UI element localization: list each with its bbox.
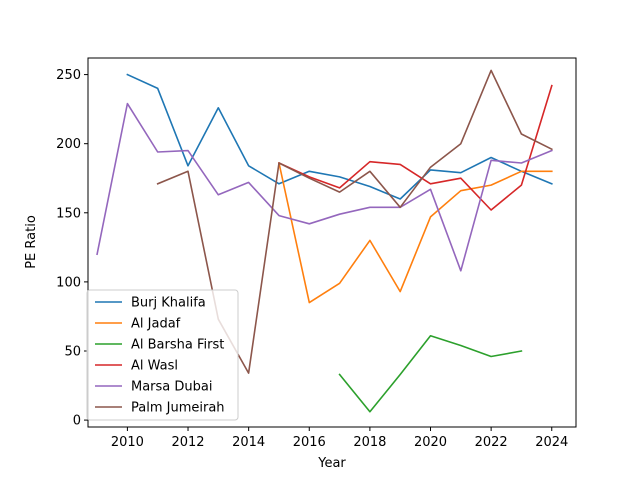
- series-al-jadaf: [278, 162, 553, 304]
- legend-item-marsa-dubai: Marsa Dubai: [95, 380, 212, 395]
- legend-item-al-wasl: Al Wasl: [95, 359, 178, 374]
- legend-box: [86, 289, 239, 421]
- y-tick-label: 50: [64, 344, 81, 359]
- x-tick-label: 2022: [475, 435, 508, 450]
- y-tick-label: 200: [56, 137, 81, 152]
- x-axis-label: Year: [317, 456, 346, 471]
- series-al-barsha-first: [338, 335, 523, 413]
- y-tick-label: 150: [56, 206, 81, 221]
- legend-label: Marsa Dubai: [131, 380, 212, 395]
- legend-label: Al Jadaf: [131, 317, 181, 332]
- legend-label: Palm Jumeirah: [131, 401, 225, 416]
- legend-item-al-jadaf: Al Jadaf: [95, 317, 181, 332]
- x-tick-label: 2010: [111, 435, 144, 450]
- x-tick-label: 2018: [353, 435, 386, 450]
- plot-frame: [87, 57, 577, 428]
- legend-label: Al Wasl: [131, 359, 178, 374]
- y-tick-label: 0: [73, 414, 81, 429]
- x-tick-label: 2020: [414, 435, 447, 450]
- x-tick-label: 2016: [293, 435, 326, 450]
- y-tick-label: 100: [56, 275, 81, 290]
- x-tick-label: 2014: [232, 435, 265, 450]
- legend: Burj Khalifa Al Jadaf Al Barsha First Al Wa…: [86, 289, 239, 421]
- x-tick-label: 2012: [171, 435, 204, 450]
- series-line-marsa-dubai: [96, 102, 553, 272]
- legend-item-palm-jumeirah: Palm Jumeirah: [95, 401, 225, 416]
- series-layer: [96, 69, 553, 413]
- legend-label: Burj Khalifa: [131, 296, 206, 311]
- series-marsa-dubai: [96, 102, 553, 272]
- y-tick-label: 250: [56, 68, 81, 83]
- x-axis: 2010 2012 2014 2016 2018 2020 2022 2024: [111, 427, 568, 450]
- x-tick-label: 2024: [535, 435, 568, 450]
- series-line-al-barsha-first: [338, 335, 523, 413]
- legend-item-burj-khalifa: Burj Khalifa: [95, 296, 206, 311]
- legend-item-al-barsha-first: Al Barsha First: [95, 338, 224, 353]
- series-burj-khalifa: [126, 73, 553, 200]
- series-al-wasl: [277, 84, 553, 211]
- series-line-burj-khalifa: [126, 73, 553, 200]
- series-line-al-wasl: [277, 84, 553, 211]
- series-line-al-jadaf: [278, 162, 553, 304]
- y-axis-label: PE Ratio: [24, 215, 39, 269]
- y-axis: 0 50 100 150 200 250: [56, 68, 88, 429]
- legend-label: Al Barsha First: [131, 338, 224, 353]
